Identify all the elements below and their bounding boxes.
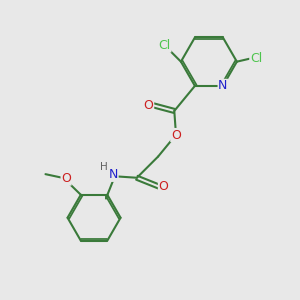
Text: O: O [158,180,168,193]
Text: O: O [171,129,181,142]
Text: N: N [109,168,118,181]
Text: O: O [61,172,71,185]
Text: Cl: Cl [250,52,262,65]
Text: Cl: Cl [159,39,171,52]
Text: N: N [218,80,228,92]
Text: O: O [144,98,154,112]
Text: H: H [100,162,107,172]
